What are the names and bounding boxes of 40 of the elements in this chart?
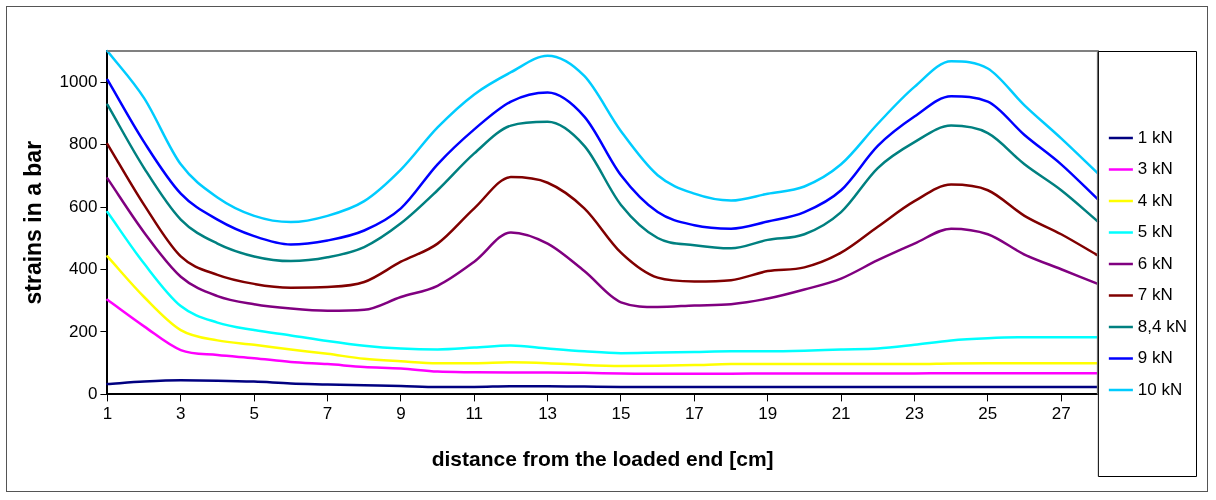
y-axis-title: strains in a bar (20, 140, 47, 305)
line-series (106, 78, 1100, 246)
line-series (106, 142, 1100, 289)
x-tick-label: 15 (611, 404, 631, 424)
legend-label: 8,4 kN (1137, 316, 1188, 336)
line-series (106, 103, 1100, 263)
x-tick-label: 25 (978, 404, 998, 424)
y-tick-label: 200 (69, 321, 98, 341)
x-tick-label: 5 (249, 404, 259, 424)
line-series (106, 177, 1100, 312)
y-tick-label: 0 (87, 384, 98, 404)
legend-label: 1 kN (1137, 127, 1173, 147)
legend-label: 10 kN (1137, 379, 1183, 399)
x-tick-label: 27 (1051, 404, 1071, 424)
x-tick-label: 9 (396, 404, 406, 424)
line-series (106, 379, 1100, 389)
line-series (106, 298, 1100, 376)
legend-label: 4 kN (1137, 190, 1173, 210)
legend-label: 7 kN (1137, 285, 1173, 305)
x-tick-label: 1 (102, 404, 113, 424)
x-tick-label: 7 (322, 404, 333, 424)
x-tick-label: 21 (831, 404, 851, 424)
legend-label: 9 kN (1137, 348, 1173, 368)
x-axis-title: distance from the loaded end [cm] (431, 447, 774, 471)
x-tick-label: 23 (904, 404, 924, 424)
line-series (106, 210, 1100, 355)
y-tick-label: 400 (69, 259, 98, 279)
x-tick-label: 17 (684, 404, 704, 424)
line-series (106, 255, 1100, 368)
line-series (106, 49, 1100, 224)
y-tick-label: 800 (69, 134, 98, 154)
x-tick-label: 19 (758, 404, 778, 424)
x-tick-label: 13 (538, 404, 558, 424)
x-tick-label: 3 (176, 404, 186, 424)
y-tick-label: 600 (69, 196, 98, 216)
x-tick-label: 11 (465, 404, 484, 424)
y-tick-label: 1000 (59, 71, 98, 91)
legend-label: 3 kN (1137, 159, 1173, 179)
legend-label: 6 kN (1137, 253, 1173, 273)
legend-label: 5 kN (1137, 222, 1173, 242)
